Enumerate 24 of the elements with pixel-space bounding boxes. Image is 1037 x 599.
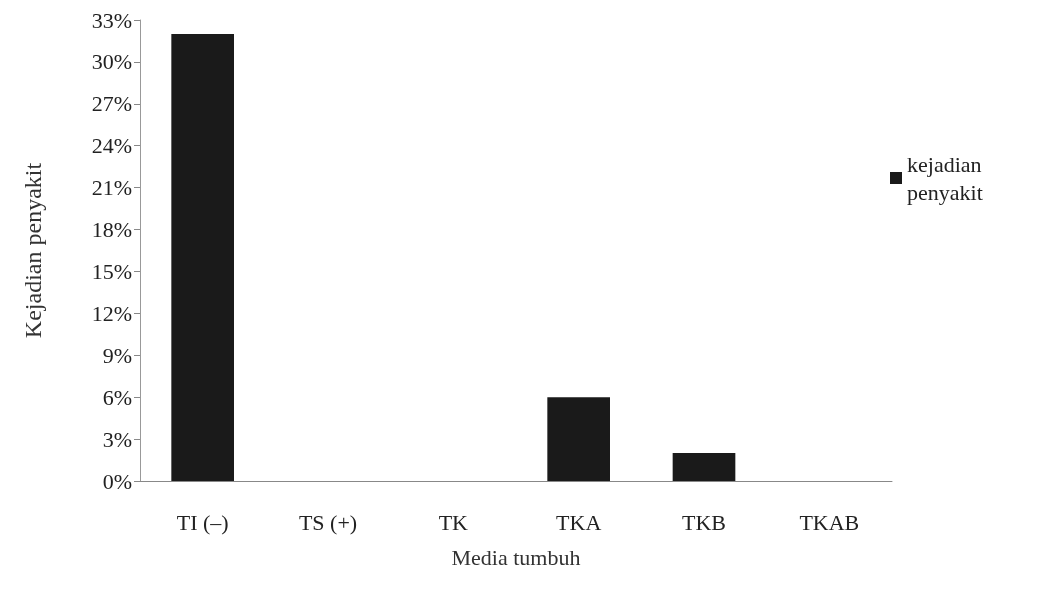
y-tick-label: 21%: [91, 175, 132, 201]
bar: [171, 33, 234, 481]
legend-label: kejadian penyakit: [907, 151, 988, 205]
y-tick-label: 3%: [102, 426, 132, 452]
y-tick-label: 30%: [91, 49, 132, 75]
y-tick-label: 18%: [91, 217, 132, 243]
y-tick-label: 24%: [91, 133, 132, 159]
x-tick-label: TKAB: [799, 509, 860, 535]
x-axis-title: Media tumbuh: [451, 544, 581, 570]
x-tick-label: TKA: [556, 509, 602, 535]
y-tick-label: 15%: [91, 258, 132, 284]
y-tick-label: 6%: [102, 384, 132, 410]
y-tick-label: 9%: [102, 342, 132, 368]
bar: [547, 397, 610, 481]
y-axis-title: Kejadian penyakit: [20, 162, 46, 339]
y-tick-label: 0%: [102, 468, 132, 494]
x-tick-label: TS (+): [298, 509, 358, 535]
bar: [672, 453, 736, 481]
y-tick-label: 33%: [91, 7, 132, 33]
y-tick-label: 27%: [91, 91, 132, 117]
x-tick-label: TK: [438, 509, 469, 535]
x-tick-label: TI (–): [176, 509, 229, 535]
y-tick-label: 12%: [91, 300, 132, 326]
x-tick-label: TKB: [682, 509, 726, 535]
